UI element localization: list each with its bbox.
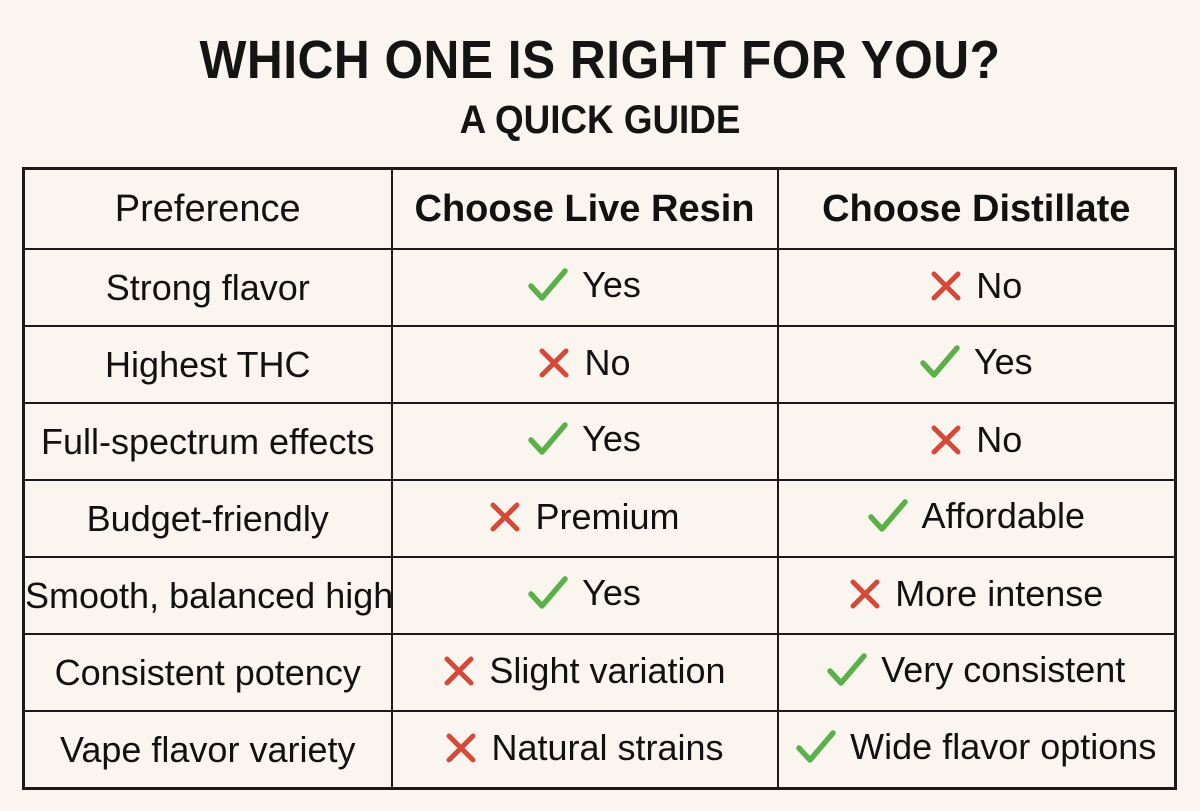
table-row: Budget-friendly Premium Affordable <box>22 479 1177 558</box>
preference-cell: Full-spectrum effects <box>22 402 393 481</box>
live-resin-cell: Yes <box>390 248 779 327</box>
check-icon <box>528 422 568 456</box>
table-row: Highest THC No Yes <box>22 325 1177 404</box>
live-resin-cell: Slight variation <box>390 633 779 712</box>
distillate-cell: Yes <box>776 325 1177 404</box>
table-row: Vape flavor variety Natural strains Wide… <box>22 710 1177 790</box>
table-row: Strong flavor Yes No <box>22 248 1177 327</box>
distillate-cell: No <box>776 402 1177 481</box>
live-resin-value: Yes <box>582 418 641 459</box>
live-resin-cell: Natural strains <box>390 710 779 790</box>
cross-icon <box>930 424 962 456</box>
table-row: Full-spectrum effects Yes No <box>22 402 1177 481</box>
live-resin-cell: Yes <box>390 556 779 635</box>
live-resin-cell: Premium <box>390 479 779 558</box>
cross-icon <box>489 501 521 533</box>
preference-cell: Consistent potency <box>22 633 393 712</box>
check-icon <box>528 268 568 302</box>
table-row: Smooth, balanced high Yes More intense <box>22 556 1177 635</box>
page-title: WHICH ONE IS RIGHT FOR YOU? <box>199 30 1001 90</box>
check-icon <box>920 345 960 379</box>
distillate-value: More intense <box>895 572 1104 614</box>
column-header-distillate: Choose Distillate <box>776 167 1177 250</box>
check-icon <box>867 499 908 533</box>
live-resin-value: Slight variation <box>489 649 726 691</box>
preference-cell: Smooth, balanced high <box>22 556 394 635</box>
distillate-value: Wide flavor options <box>850 726 1157 767</box>
cross-icon <box>930 270 962 302</box>
live-resin-cell: Yes <box>390 402 779 481</box>
cross-icon <box>443 655 475 687</box>
distillate-cell: No <box>776 248 1177 327</box>
column-header-live-resin: Choose Live Resin <box>390 167 779 250</box>
column-header-preference: Preference <box>22 167 393 250</box>
distillate-value: Very consistent <box>881 649 1126 690</box>
live-resin-cell: No <box>390 325 779 404</box>
distillate-cell: Affordable <box>776 479 1177 558</box>
table-row: Consistent potency Slight variation Very… <box>22 633 1177 712</box>
distillate-value: No <box>976 418 1023 460</box>
live-resin-value: Natural strains <box>491 726 724 768</box>
distillate-value: No <box>976 264 1023 306</box>
page-subtitle: A QUICK GUIDE <box>459 98 741 142</box>
preference-label: Vape flavor variety <box>60 728 356 770</box>
live-resin-value: No <box>584 341 631 383</box>
live-resin-value: Yes <box>582 572 641 613</box>
preference-label: Smooth, balanced high <box>25 574 394 616</box>
preference-label: Highest THC <box>105 343 311 385</box>
cross-icon <box>849 578 881 610</box>
preference-cell: Highest THC <box>22 325 393 404</box>
preference-cell: Strong flavor <box>22 248 393 327</box>
preference-label: Budget-friendly <box>86 497 329 539</box>
distillate-cell: Wide flavor options <box>776 710 1177 790</box>
preference-cell: Vape flavor variety <box>22 710 393 790</box>
check-icon <box>827 653 867 687</box>
comparison-table: Preference Choose Live Resin Choose Dist… <box>22 167 1177 790</box>
live-resin-value: Premium <box>535 495 680 537</box>
preference-label: Consistent potency <box>54 651 361 693</box>
distillate-cell: Very consistent <box>776 633 1177 712</box>
distillate-value: Affordable <box>921 495 1085 536</box>
cross-icon <box>445 732 477 764</box>
check-icon <box>528 576 568 610</box>
check-icon <box>796 730 836 764</box>
preference-label: Strong flavor <box>105 266 310 308</box>
distillate-value: Yes <box>973 341 1033 382</box>
cross-icon <box>538 347 570 379</box>
preference-label: Full-spectrum effects <box>41 420 375 462</box>
live-resin-value: Yes <box>582 264 641 305</box>
table-header-row: Preference Choose Live Resin Choose Dist… <box>22 167 1177 250</box>
preference-cell: Budget-friendly <box>22 479 393 558</box>
distillate-cell: More intense <box>776 556 1177 635</box>
